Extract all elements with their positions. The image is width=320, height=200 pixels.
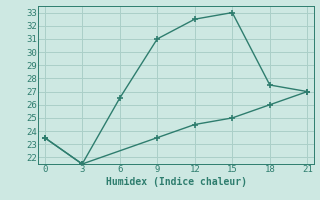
X-axis label: Humidex (Indice chaleur): Humidex (Indice chaleur) [106, 177, 246, 187]
